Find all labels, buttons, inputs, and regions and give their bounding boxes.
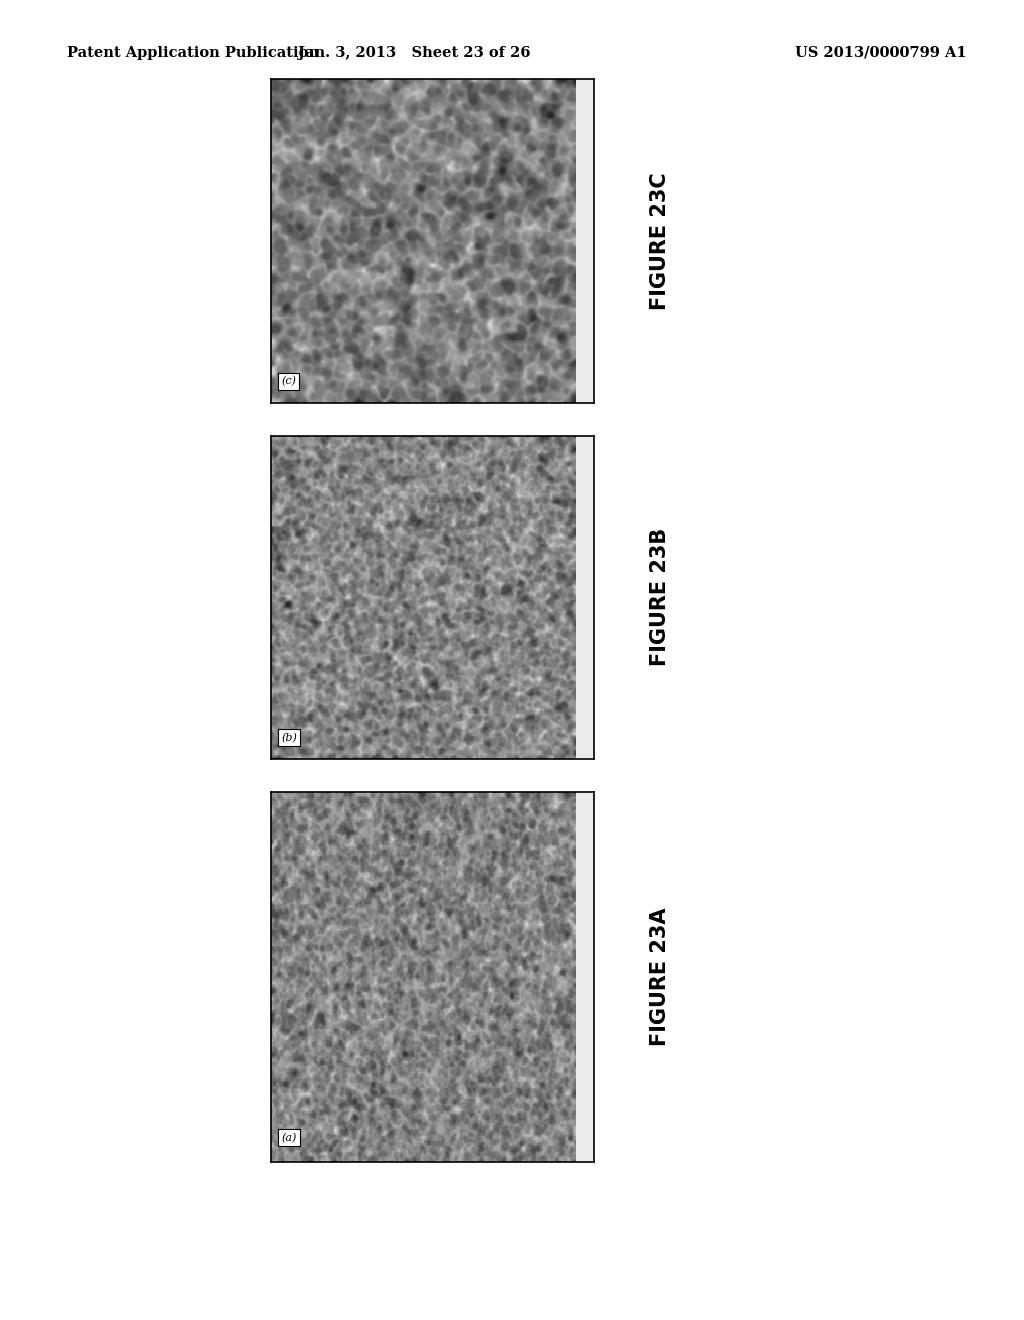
Text: US 2013/0000799 A1: US 2013/0000799 A1 xyxy=(795,46,967,59)
Text: Patent Application Publication: Patent Application Publication xyxy=(67,46,318,59)
Text: FIGURE 23C: FIGURE 23C xyxy=(650,172,671,310)
Text: Jan. 3, 2013   Sheet 23 of 26: Jan. 3, 2013 Sheet 23 of 26 xyxy=(298,46,531,59)
Text: (b): (b) xyxy=(281,733,297,743)
Text: (a): (a) xyxy=(281,1133,296,1143)
Text: FIGURE 23A: FIGURE 23A xyxy=(650,908,671,1045)
Text: (c): (c) xyxy=(281,376,296,387)
Text: FIGURE 23B: FIGURE 23B xyxy=(650,528,671,667)
